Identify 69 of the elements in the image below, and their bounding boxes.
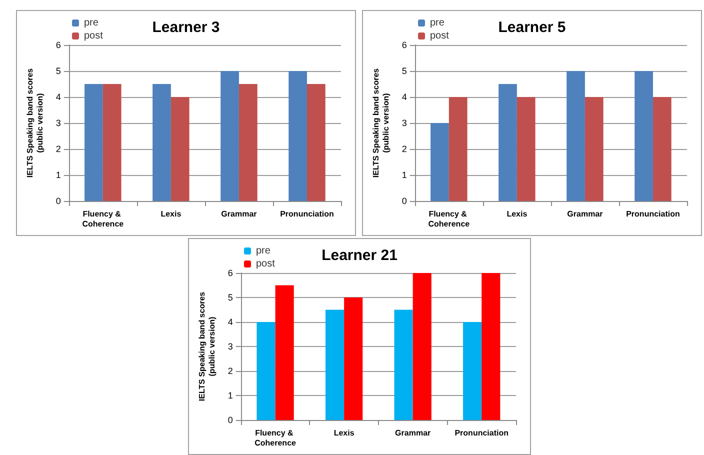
bar [498,84,517,201]
y-tick-label: 5 [56,66,61,76]
bar [102,84,122,201]
y-tick-label: 5 [228,292,233,302]
chart-title: Learner 5 [498,19,566,36]
y-tick-label: 1 [228,390,233,400]
legend-label: pre [256,246,271,256]
y-tick-label: 3 [56,118,61,128]
bar [652,97,672,201]
bar [566,71,585,201]
y-tick-label: 0 [402,196,407,206]
bar [394,310,413,420]
y-tick-label: 4 [228,317,233,327]
bar [275,285,294,420]
legend-label: post [84,30,104,42]
x-tick-label: Grammar [221,210,257,218]
x-tick-label: Pronunciation [280,210,334,218]
bar [325,310,344,420]
y-axis-title: IELTS Speaking band scores (public version) [26,68,44,178]
bar [412,273,432,420]
bar [84,84,103,201]
y-tick-label: 2 [56,144,61,154]
bar [170,97,190,201]
bar [448,97,468,201]
y-tick-label: 4 [56,92,61,102]
legend-label: pre [430,18,445,28]
y-axis-title: IELTS Speaking band scores (public version) [198,291,216,402]
x-tick-label: Fluency & Coherence [82,210,124,228]
y-tick-label: 3 [402,118,407,128]
x-tick-label: Fluency & Coherence [428,210,470,228]
y-tick-label: 5 [402,66,407,76]
y-tick-label: 0 [228,415,233,425]
x-tick-label: Fluency & Coherence [254,428,297,448]
x-tick-label: Lexis [506,210,528,218]
x-tick-label: Lexis [334,428,355,438]
x-tick-label: Grammar [395,428,431,438]
bar [344,298,363,420]
bar [584,97,604,201]
y-tick-label: 6 [56,40,61,50]
bar [482,273,500,420]
bar [288,71,307,201]
y-tick-label: 3 [228,342,233,352]
x-tick-label: Pronunciation [454,428,509,438]
y-tick-label: 6 [228,268,233,278]
bar [238,84,258,201]
bar [220,71,239,201]
y-tick-label: 1 [402,170,407,180]
bar [516,97,536,201]
y-tick-label: 1 [56,170,61,180]
legend-label: post [256,258,276,270]
y-axis-title: IELTS Speaking band scores (public version) [372,68,390,178]
y-tick-label: 2 [402,144,407,154]
bar [256,322,276,420]
x-tick-label: Pronunciation [626,210,680,218]
y-tick-label: 6 [402,40,407,50]
y-tick-label: 0 [56,196,61,206]
y-tick-label: 4 [402,92,407,102]
x-tick-label: Lexis [160,210,182,218]
chart-title: Learner 3 [152,19,220,36]
bar [430,123,449,201]
bar [306,84,326,201]
bar [463,322,482,420]
y-tick-label: 2 [228,366,233,376]
legend-label: post [430,30,450,42]
chart-title: Learner 21 [322,247,398,264]
legend-label: pre [84,18,99,28]
bar [152,84,171,201]
bar [634,71,653,201]
x-tick-label: Grammar [567,210,603,218]
